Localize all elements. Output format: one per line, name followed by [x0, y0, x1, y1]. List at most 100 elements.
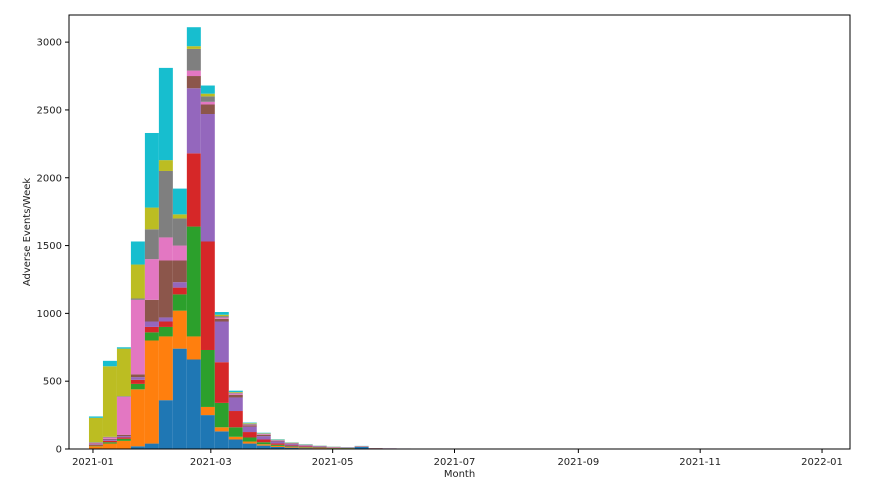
bar-segment: [102, 366, 117, 437]
y-tick-label: 2000: [37, 173, 62, 184]
bar-segment: [172, 218, 187, 246]
x-tick-label: 2022-01: [801, 457, 843, 468]
bar-segment: [186, 76, 201, 89]
bar-segment: [102, 438, 117, 440]
bar-segment: [116, 440, 131, 449]
bar-segment: [88, 444, 103, 445]
bar-segment: [228, 427, 243, 437]
x-tick-label: 2021-03: [190, 457, 232, 468]
bar-segment: [158, 326, 173, 337]
bar-segment: [116, 347, 131, 349]
bar-segment: [228, 436, 243, 440]
bar-segment: [116, 396, 131, 435]
bar-segment: [186, 70, 201, 77]
bar-segment: [228, 439, 243, 449]
bar-segment: [214, 318, 229, 322]
bar-segment: [130, 446, 145, 449]
bar-segment: [130, 299, 145, 375]
x-axis-label: Month: [444, 469, 475, 480]
bar-segment: [270, 445, 285, 447]
bar-segment: [256, 432, 271, 434]
bar-segment: [158, 160, 173, 171]
bar-segment: [228, 411, 243, 428]
bar-segment: [256, 434, 271, 435]
bar-segment: [130, 389, 145, 447]
bar-segment: [270, 444, 285, 446]
bar-segment: [116, 438, 131, 441]
bar-segment: [186, 88, 201, 154]
bar-segment: [172, 260, 187, 283]
bar-segment: [130, 379, 145, 384]
y-tick-label: 2500: [37, 105, 62, 116]
bar-segment: [214, 402, 229, 428]
bar-segment: [144, 332, 159, 341]
bar-segment: [228, 390, 243, 393]
bar-segment: [214, 362, 229, 403]
bar-segment: [256, 436, 271, 440]
y-axis: 0 500 1000 1500 2000 2500 3000: [37, 38, 69, 456]
bar-segment: [88, 417, 103, 443]
bar-segment: [102, 443, 117, 449]
bar-segment: [242, 426, 257, 433]
bar-segment: [270, 446, 285, 449]
bars-layer: [88, 27, 719, 449]
bar-segment: [144, 229, 159, 260]
bar-segment: [228, 394, 243, 398]
bar-segment: [144, 259, 159, 300]
bar-segment: [172, 245, 187, 261]
bar-segment: [130, 377, 145, 380]
bar-segment: [200, 349, 215, 407]
bar-segment: [200, 406, 215, 416]
bar-segment: [88, 442, 103, 444]
bar-segment: [158, 170, 173, 238]
bar-segment: [116, 434, 131, 437]
bar-segment: [186, 336, 201, 360]
plot-frame: [68, 14, 851, 450]
bar-segment: [298, 447, 313, 449]
bar-segment: [88, 444, 103, 446]
bar-segment: [158, 336, 173, 401]
bar-segment: [172, 294, 187, 311]
bar-segment: [284, 443, 299, 445]
bar-segment: [116, 396, 131, 397]
bar-segment: [172, 282, 187, 288]
bar-segment: [172, 188, 187, 215]
bar-segment: [172, 348, 187, 449]
bar-segment: [186, 359, 201, 449]
bar-segment: [228, 392, 243, 394]
bar-segment: [200, 96, 215, 102]
bar-segment: [284, 447, 299, 449]
bar-segment: [172, 214, 187, 219]
bar-segment: [144, 321, 159, 327]
bar-segment: [186, 153, 201, 227]
bar-segment: [256, 442, 271, 445]
y-tick-label: 0: [56, 445, 62, 456]
bar-segment: [144, 132, 159, 208]
bar-segment: [158, 317, 173, 322]
bar-segment: [200, 85, 215, 94]
x-tick-label: 2021-07: [434, 457, 476, 468]
bar-segment: [158, 67, 173, 161]
y-tick-label: 500: [43, 377, 62, 388]
bar-segment: [284, 446, 299, 447]
bar-segment: [88, 442, 103, 443]
bar-segment: [116, 437, 131, 439]
bar-segment: [130, 241, 145, 265]
bar-segment: [214, 314, 229, 317]
bar-segment: [256, 434, 271, 437]
bar-segment: [242, 443, 257, 449]
bar-segment: [102, 440, 117, 443]
bar-segment: [172, 310, 187, 349]
bar-segment: [256, 444, 271, 446]
bar-segment: [200, 114, 215, 242]
y-tick-label: 3000: [37, 38, 62, 49]
bar-segment: [116, 436, 131, 438]
bar-segment: [242, 423, 257, 424]
bar-segment: [312, 446, 327, 448]
x-axis: 2021-01 2021-03 2021-05 2021-07 2021-09 2021-…: [72, 449, 843, 468]
bar-segment: [186, 48, 201, 71]
bar-segment: [130, 298, 145, 300]
bar-segment: [214, 427, 229, 432]
bar-segment: [88, 445, 103, 447]
